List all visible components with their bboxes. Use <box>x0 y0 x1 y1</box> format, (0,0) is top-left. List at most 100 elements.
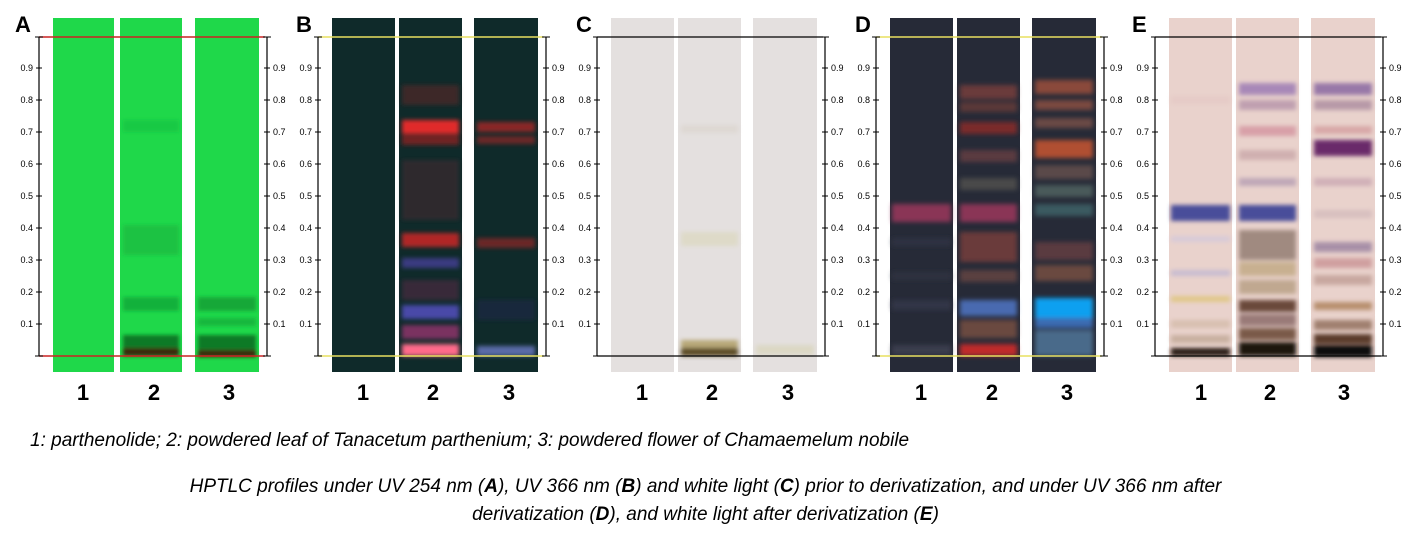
rf-tick-left: 0.3 <box>1136 255 1149 265</box>
rf-tick-right: 0.2 <box>273 287 286 297</box>
rf-tick-left: 0.5 <box>20 191 33 201</box>
rf-tick-right: 0.6 <box>831 159 844 169</box>
rf-tick-right: 0.2 <box>1389 287 1402 297</box>
rf-tick-right: 0.7 <box>552 127 565 137</box>
rf-tick-right: 0.5 <box>552 191 565 201</box>
rf-tick-left: 0.8 <box>857 95 870 105</box>
rf-tick-right: 0.6 <box>273 159 286 169</box>
rf-tick-left: 0.5 <box>1136 191 1149 201</box>
rf-tick-left: 0.6 <box>578 159 591 169</box>
rf-tick-right: 0.3 <box>1389 255 1402 265</box>
rf-tick-right: 0.9 <box>1389 63 1402 73</box>
rf-tick-left: 0.2 <box>578 287 591 297</box>
rf-tick-left: 0.3 <box>299 255 312 265</box>
rf-tick-left: 0.9 <box>1136 63 1149 73</box>
lane-number: 1 <box>635 380 649 405</box>
caption-text: ), UV 366 nm ( <box>497 476 622 497</box>
rf-tick-right: 0.6 <box>552 159 565 169</box>
rf-tick-left: 0.8 <box>578 95 591 105</box>
rf-tick-left: 0.7 <box>20 127 33 137</box>
rf-tick-left: 0.9 <box>578 63 591 73</box>
rf-tick-right: 0.3 <box>1110 255 1123 265</box>
figure-caption: HPTLC profiles under UV 254 nm (A), UV 3… <box>20 473 1391 529</box>
rf-tick-right: 0.9 <box>831 63 844 73</box>
plate-e-image: 0.1 0.2 0.3 0.4 0.5 0.6 0.7 0.8 0.9 0.1 … <box>1136 18 1402 372</box>
rf-tick-right: 0.7 <box>831 127 844 137</box>
lane-number: 1 <box>356 380 370 405</box>
lane-number: 2 <box>1263 380 1277 405</box>
rf-tick-left: 0.4 <box>1136 223 1149 233</box>
caption-line-2: derivatization (D), and white light afte… <box>20 501 1391 529</box>
rf-tick-right: 0.2 <box>552 287 565 297</box>
lane-number: 3 <box>1060 380 1074 405</box>
caption-panel-ref: B <box>621 476 636 497</box>
rf-tick-right: 0.5 <box>1110 191 1123 201</box>
lane-number: 3 <box>781 380 795 405</box>
panel-letter-c: C <box>576 12 592 37</box>
lane-number: 1 <box>76 380 90 405</box>
rf-tick-right: 0.3 <box>831 255 844 265</box>
panel-b: B <box>294 0 572 420</box>
rf-tick-left: 0.2 <box>299 287 312 297</box>
rf-tick-left: 0.4 <box>299 223 312 233</box>
plate-c-image: 0.1 0.2 0.3 0.4 0.5 0.6 0.7 0.8 0.9 0.1 … <box>578 18 844 372</box>
rf-tick-left: 0.5 <box>299 191 312 201</box>
caption-text: HPTLC profiles under UV 254 nm ( <box>189 476 485 497</box>
rf-tick-left: 0.8 <box>20 95 33 105</box>
panel-d: D <box>852 0 1130 420</box>
lane-3-track <box>195 18 259 372</box>
rf-tick-right: 0.7 <box>1389 127 1402 137</box>
rf-tick-left: 0.1 <box>857 319 870 329</box>
rf-tick-left: 0.5 <box>857 191 870 201</box>
rf-tick-right: 0.5 <box>831 191 844 201</box>
rf-tick-right: 0.6 <box>1389 159 1402 169</box>
rf-tick-left: 0.6 <box>20 159 33 169</box>
rf-tick-right: 0.1 <box>1389 319 1402 329</box>
rf-tick-left: 0.5 <box>578 191 591 201</box>
caption-panel-ref: D <box>595 504 610 525</box>
rf-tick-right: 0.4 <box>552 223 565 233</box>
plate-b-image: 0.1 0.2 0.3 0.4 0.5 0.6 0.7 0.8 0.9 0.1 … <box>299 18 565 372</box>
rf-tick-left: 0.2 <box>857 287 870 297</box>
plate-d-image: 0.1 0.2 0.3 0.4 0.5 0.6 0.7 0.8 0.9 0.1 … <box>857 18 1123 372</box>
rf-tick-right: 0.8 <box>1389 95 1402 105</box>
rf-tick-left: 0.6 <box>299 159 312 169</box>
rf-tick-left: 0.8 <box>299 95 312 105</box>
panel-letter-a: A <box>15 12 31 37</box>
rf-tick-left: 0.9 <box>857 63 870 73</box>
rf-tick-right: 0.6 <box>1110 159 1123 169</box>
rf-tick-right: 0.4 <box>273 223 286 233</box>
caption-line-1: HPTLC profiles under UV 254 nm (A), UV 3… <box>20 473 1391 501</box>
rf-tick-right: 0.3 <box>552 255 565 265</box>
lane-number: 2 <box>985 380 999 405</box>
caption-panel-ref: C <box>779 476 794 497</box>
rf-tick-right: 0.9 <box>273 63 286 73</box>
rf-tick-left: 0.7 <box>857 127 870 137</box>
panel-e: E <box>1131 0 1409 420</box>
caption-text: ), and white light after derivatization … <box>609 504 920 525</box>
rf-tick-left: 0.7 <box>578 127 591 137</box>
rf-tick-left: 0.7 <box>299 127 312 137</box>
caption-text: ) <box>932 504 939 525</box>
rf-tick-right: 0.4 <box>831 223 844 233</box>
lane-number: 3 <box>222 380 236 405</box>
rf-tick-right: 0.1 <box>1110 319 1123 329</box>
rf-tick-right: 0.4 <box>1389 223 1402 233</box>
rf-tick-left: 0.9 <box>20 63 33 73</box>
rf-tick-right: 0.5 <box>273 191 286 201</box>
rf-tick-right: 0.8 <box>552 95 565 105</box>
caption-panel-ref: E <box>919 504 933 525</box>
rf-tick-left: 0.1 <box>20 319 33 329</box>
rf-tick-left: 0.8 <box>1136 95 1149 105</box>
lane-number: 1 <box>914 380 928 405</box>
rf-tick-left: 0.6 <box>1136 159 1149 169</box>
lane-2-track <box>120 18 182 372</box>
rf-tick-right: 0.7 <box>273 127 286 137</box>
lane-number: 3 <box>1337 380 1351 405</box>
panel-c: C 0.1 0.2 0 <box>573 0 851 420</box>
rf-tick-right: 0.1 <box>273 319 286 329</box>
rf-tick-right: 0.7 <box>1110 127 1123 137</box>
plate-a-image: 0.1 0.2 0.3 0.4 0.5 0.6 0.7 0.8 0.9 0.1 … <box>20 18 286 372</box>
caption-panel-ref: A <box>484 476 498 497</box>
panel-letter-b: B <box>296 12 312 37</box>
